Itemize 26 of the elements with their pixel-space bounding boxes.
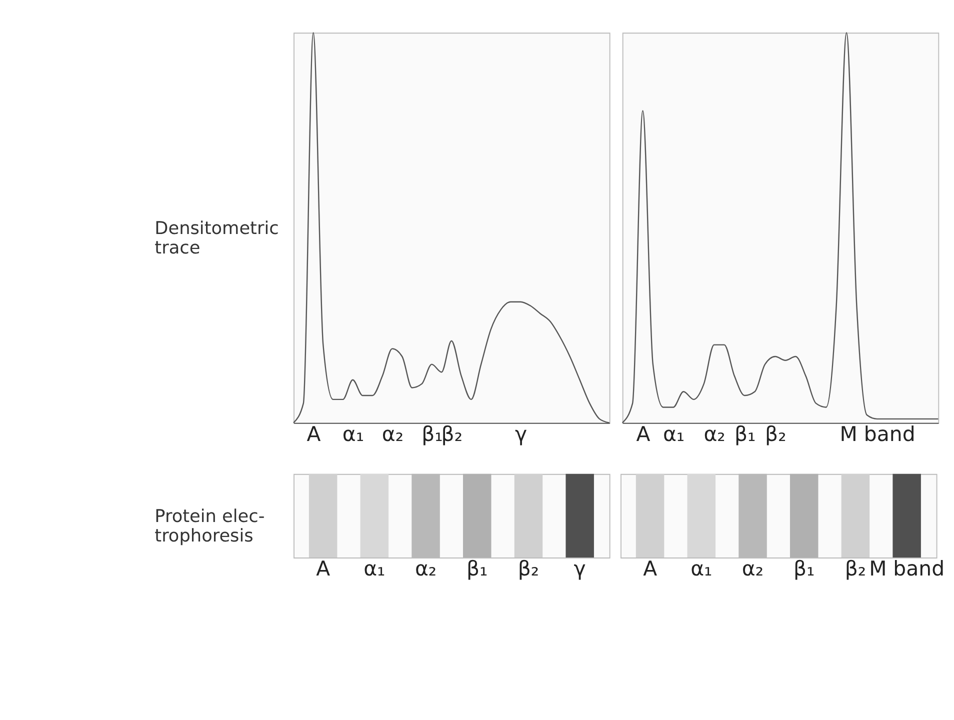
x-tick-label: β₂ xyxy=(518,556,540,581)
x-tick-label: M band xyxy=(840,422,916,446)
x-tick-label: A xyxy=(636,422,650,446)
x-tick-label: α₂ xyxy=(742,556,764,581)
x-tick-label: A xyxy=(306,422,321,446)
x-tick-label: A xyxy=(316,556,330,581)
x-tick-label: α₁ xyxy=(342,422,364,446)
x-tick-label: β₁ xyxy=(466,556,488,581)
x-tick-label: β₂ xyxy=(441,422,463,446)
x-tick-label: α₂ xyxy=(382,422,404,446)
x-tick-label: β₁ xyxy=(793,556,815,581)
x-tick-label: α₁ xyxy=(690,556,712,581)
x-tick-label: M band xyxy=(869,556,945,581)
x-tick-label: β₂ xyxy=(765,422,786,446)
x-tick-label: α₁ xyxy=(662,422,685,446)
x-tick-label: γ xyxy=(574,556,586,581)
y-axis-title: Densitometric trace xyxy=(154,218,279,258)
x-tick-label: β₁ xyxy=(422,422,443,446)
x-tick-label: γ xyxy=(514,422,528,446)
x-tick-label: α₂ xyxy=(414,556,437,581)
y-axis-title: Protein elec- trophoresis xyxy=(154,506,265,546)
x-tick-label: A xyxy=(643,556,658,581)
x-tick-label: β₂ xyxy=(844,556,866,581)
x-tick-label: α₂ xyxy=(704,422,726,446)
x-tick-label: α₁ xyxy=(364,556,386,581)
x-tick-label: β₁ xyxy=(734,422,756,446)
